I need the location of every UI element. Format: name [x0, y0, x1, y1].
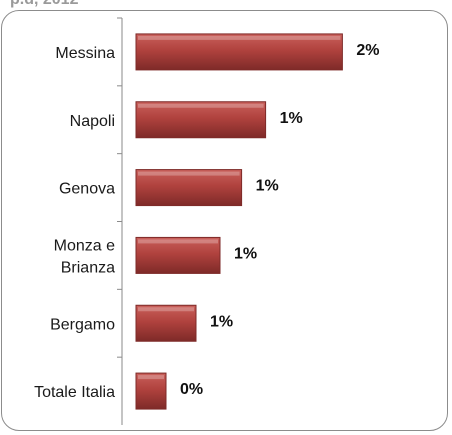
- bar: [135, 169, 243, 207]
- bar: [135, 236, 221, 274]
- bar: [135, 372, 167, 410]
- category-label-line: Bergamo: [50, 316, 115, 333]
- bar-highlight: [138, 103, 264, 108]
- category-label-line: Messina: [55, 45, 115, 62]
- category-label: Totale Italia: [34, 384, 115, 401]
- category-label-line: Napoli: [70, 113, 115, 130]
- data-label: 1%: [256, 178, 279, 195]
- bar: [135, 304, 197, 342]
- category-label: Monza e Brianza: [54, 237, 115, 276]
- category-label: Napoli: [70, 113, 115, 130]
- data-label: 1%: [210, 313, 233, 330]
- category-label: Messina: [55, 45, 115, 62]
- data-label: 2%: [356, 42, 379, 59]
- data-label: 1%: [234, 245, 257, 262]
- category-label-line: Monza e: [54, 237, 115, 254]
- data-label: 1%: [280, 110, 303, 127]
- category-label-line: Genova: [59, 181, 115, 198]
- bar: [135, 33, 343, 71]
- chart-frame: [1, 10, 448, 431]
- bar-highlight: [138, 307, 194, 312]
- data-label: 0%: [180, 381, 203, 398]
- bar: [135, 101, 267, 139]
- category-label-line: Brianza: [61, 259, 115, 276]
- bar-highlight: [138, 35, 341, 40]
- bar-highlight: [138, 239, 218, 244]
- chart-title: p.d, 2012: [10, 0, 78, 9]
- category-label: Genova: [59, 181, 115, 198]
- bar-highlight: [138, 375, 164, 380]
- bar-highlight: [138, 171, 240, 176]
- category-label: Bergamo: [50, 316, 115, 333]
- category-label-line: Totale Italia: [34, 384, 115, 401]
